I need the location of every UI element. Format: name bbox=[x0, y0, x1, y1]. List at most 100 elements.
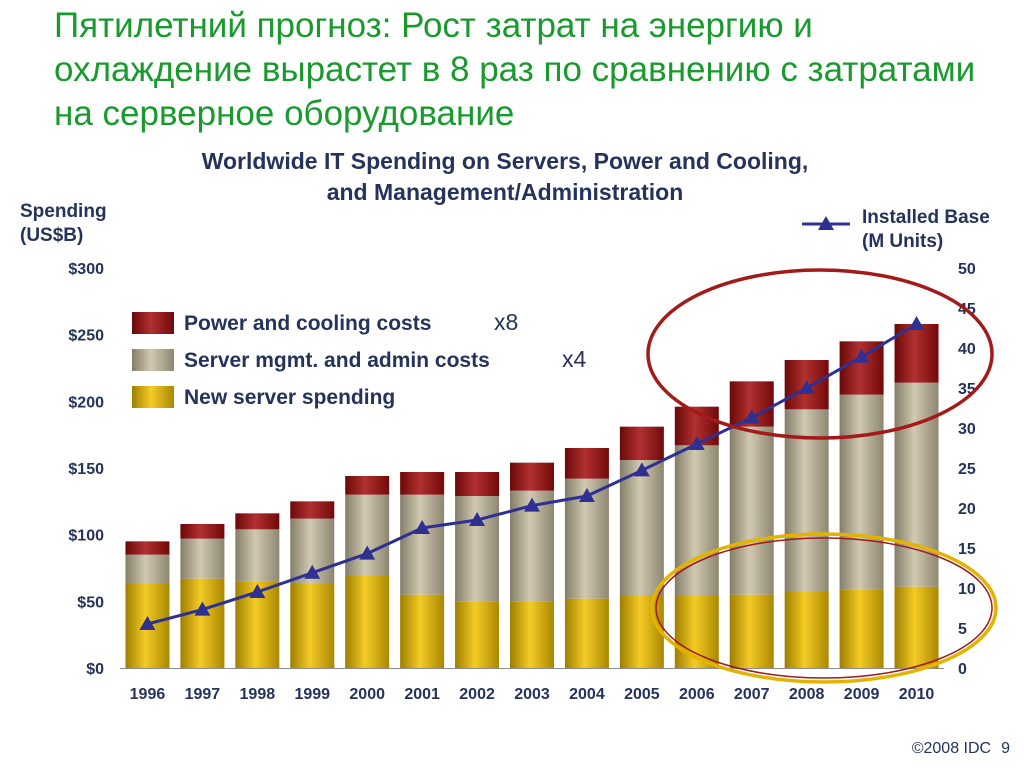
x-tick-label: 1996 bbox=[130, 686, 166, 703]
x-tick-label: 2004 bbox=[569, 686, 605, 703]
installed-base-point bbox=[469, 512, 486, 526]
bar-new-server-spending bbox=[839, 589, 884, 668]
x-tick-label: 2008 bbox=[789, 686, 825, 703]
x-tick-label: 2009 bbox=[844, 686, 880, 703]
bar-power-and-cooling-costs bbox=[345, 476, 390, 495]
page-number: 9 bbox=[1001, 740, 1010, 757]
x-tick-label: 2005 bbox=[624, 686, 660, 703]
left-tick-label: $200 bbox=[68, 394, 104, 411]
bar-new-server-spending bbox=[784, 592, 829, 668]
bar-server-mgmt-and-admin-costs bbox=[784, 409, 829, 592]
x-tick-label: 2007 bbox=[734, 686, 770, 703]
bar-server-mgmt-and-admin-costs bbox=[125, 554, 170, 584]
bar-new-server-spending bbox=[290, 584, 335, 668]
bar-power-and-cooling-costs bbox=[180, 524, 225, 539]
left-tick-label: $0 bbox=[86, 661, 104, 678]
legend-swatch bbox=[132, 386, 174, 408]
installed-base-point bbox=[633, 462, 650, 477]
left-tick-label: $100 bbox=[68, 528, 104, 545]
bar-new-server-spending bbox=[729, 594, 774, 668]
bar-server-mgmt-and-admin-costs bbox=[619, 460, 664, 596]
bar-new-server-spending bbox=[345, 576, 390, 668]
x-tick-label: 1998 bbox=[240, 686, 276, 703]
installed-base-point bbox=[908, 316, 925, 330]
x-tick-label: 2002 bbox=[459, 686, 495, 703]
bar-new-server-spending bbox=[400, 594, 445, 668]
right-axis-title: Installed Base (M Units) bbox=[862, 207, 990, 252]
bar-power-and-cooling-costs bbox=[125, 541, 170, 555]
bar-power-and-cooling-costs bbox=[290, 501, 335, 519]
installed-base-point bbox=[304, 564, 321, 579]
x-tick-label: 1999 bbox=[294, 686, 330, 703]
installed-base-point bbox=[853, 348, 870, 363]
highlight-ellipse-top bbox=[646, 268, 994, 440]
copyright-text: ©2008 IDC bbox=[911, 740, 992, 757]
installed-base-point bbox=[688, 436, 705, 450]
right-tick-label: 50 bbox=[958, 261, 976, 278]
left-axis-title: Spending (US$B) bbox=[20, 201, 107, 246]
installed-base-point bbox=[249, 584, 266, 598]
right-tick-label: 20 bbox=[958, 501, 976, 518]
bar-power-and-cooling-costs bbox=[510, 462, 554, 491]
legend-multiplier: x4 bbox=[562, 346, 587, 372]
legend-label: Server mgmt. and admin costs bbox=[184, 349, 490, 372]
right-tick-label: 5 bbox=[958, 621, 967, 638]
bar-power-and-cooling-costs bbox=[400, 472, 445, 495]
legend-swatch bbox=[132, 312, 174, 334]
left-tick-label: $300 bbox=[68, 261, 104, 278]
bar-new-server-spending bbox=[619, 596, 664, 668]
slide-title: Пятилетний прогноз: Рост затрат на энерг… bbox=[54, 6, 976, 133]
x-tick-label: 2001 bbox=[404, 686, 440, 703]
x-tick-label: 2006 bbox=[679, 686, 715, 703]
bar-power-and-cooling-costs bbox=[564, 448, 609, 479]
bar-new-server-spending bbox=[180, 578, 225, 668]
bar-server-mgmt-and-admin-costs bbox=[400, 494, 445, 595]
x-tick-label: 1997 bbox=[185, 686, 221, 703]
left-tick-label: $150 bbox=[68, 461, 104, 478]
bar-new-server-spending bbox=[564, 598, 609, 668]
x-tick-label: 2010 bbox=[899, 686, 935, 703]
installed-base-point bbox=[194, 601, 211, 616]
footer: ©2008 IDC 9 bbox=[912, 740, 1010, 758]
right-tick-label: 25 bbox=[958, 461, 976, 478]
right-tick-label: 40 bbox=[958, 341, 976, 358]
bar-server-mgmt-and-admin-costs bbox=[455, 496, 500, 602]
installed-base-point bbox=[743, 409, 760, 424]
right-tick-label: 0 bbox=[958, 661, 967, 678]
legend-multiplier: x8 bbox=[494, 309, 518, 335]
installed-base-point bbox=[139, 616, 156, 630]
installed-base-point bbox=[414, 520, 431, 534]
bar-server-mgmt-and-admin-costs bbox=[894, 382, 939, 587]
installed-base-legend-marker bbox=[818, 216, 834, 230]
bar-server-mgmt-and-admin-costs bbox=[345, 494, 390, 576]
legend-label: New server spending bbox=[184, 386, 395, 409]
bar-power-and-cooling-costs bbox=[619, 426, 664, 460]
highlight-ellipse-bottom bbox=[650, 532, 998, 684]
left-tick-label: $50 bbox=[77, 594, 104, 611]
x-tick-label: 2000 bbox=[349, 686, 385, 703]
installed-base-point bbox=[798, 380, 815, 394]
left-tick-label: $250 bbox=[68, 328, 104, 345]
legend-label: Power and cooling costs bbox=[184, 312, 431, 335]
right-tick-label: 15 bbox=[958, 541, 976, 558]
installed-base-point bbox=[359, 545, 376, 560]
installed-base-point bbox=[524, 497, 540, 512]
bar-new-server-spending bbox=[510, 601, 554, 668]
right-tick-label: 10 bbox=[958, 581, 976, 598]
bar-power-and-cooling-costs bbox=[235, 513, 280, 530]
legend-swatch bbox=[132, 349, 174, 371]
bar-server-mgmt-and-admin-costs bbox=[235, 529, 280, 582]
highlight-ellipse-bottom-inner bbox=[655, 537, 993, 679]
bar-new-server-spending bbox=[894, 586, 939, 668]
bar-server-mgmt-and-admin-costs bbox=[729, 426, 774, 595]
installed-base-point bbox=[578, 488, 595, 502]
bar-power-and-cooling-costs bbox=[455, 472, 500, 496]
bar-server-mgmt-and-admin-costs bbox=[180, 538, 225, 579]
bar-server-mgmt-and-admin-costs bbox=[674, 445, 719, 596]
x-tick-label: 2003 bbox=[514, 686, 550, 703]
chart-title: Worldwide IT Spending on Servers, Power … bbox=[201, 148, 809, 205]
right-tick-label: 30 bbox=[958, 421, 976, 438]
bar-server-mgmt-and-admin-costs bbox=[839, 394, 884, 590]
bar-new-server-spending bbox=[455, 601, 500, 668]
